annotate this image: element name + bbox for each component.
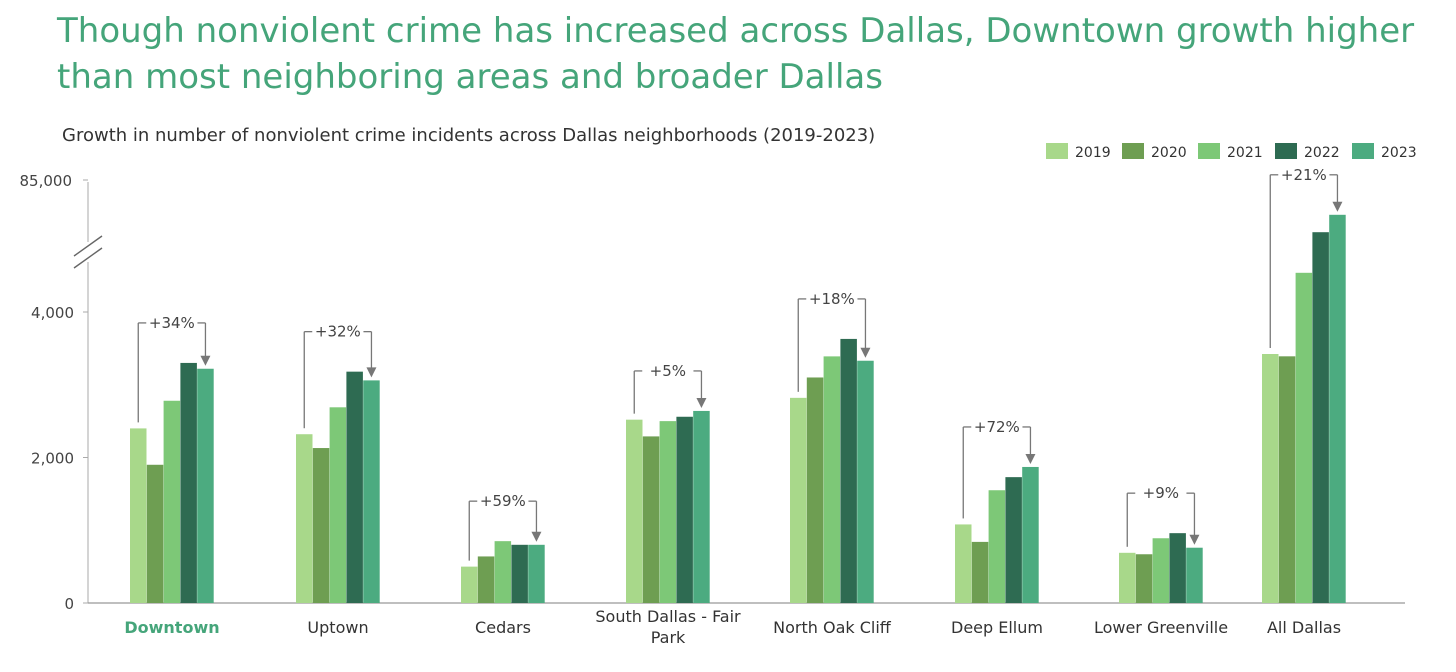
bar-2021 <box>329 407 347 603</box>
legend-swatch <box>1275 143 1297 159</box>
axis-break-mark <box>73 235 103 257</box>
category-label: All Dallas <box>1267 618 1341 637</box>
bar-2023 <box>1329 214 1346 604</box>
bar-2021 <box>659 421 677 603</box>
bar-2023 <box>197 368 214 603</box>
axis-break-mark <box>73 247 103 269</box>
y-tick-label: 0 <box>64 595 74 613</box>
bar-2019 <box>1119 552 1136 603</box>
category-label: Cedars <box>475 618 531 637</box>
growth-arrow-icon <box>366 367 377 378</box>
growth-arrow-icon <box>1189 534 1200 545</box>
bar-2022 <box>1312 232 1329 603</box>
growth-annotations: +34% +32% +59% +5% +18% +72% +9% +21% <box>137 166 1343 561</box>
growth-label: +5% <box>650 362 686 380</box>
bar-2019 <box>296 434 313 603</box>
growth-arrow-icon <box>1332 201 1343 212</box>
bar-2021 <box>1152 538 1170 603</box>
category-labels: Downtown Uptown Cedars South Dallas - Fair P… <box>124 607 1341 647</box>
category-label: North Oak Cliff <box>773 618 892 637</box>
bar-2020 <box>312 448 330 603</box>
bar-2023 <box>528 544 545 603</box>
chart-subtitle: Growth in number of nonviolent crime inc… <box>62 125 876 146</box>
bar-2020 <box>806 377 824 603</box>
bar-2023 <box>857 360 874 603</box>
bar-2019 <box>626 419 643 603</box>
legend-swatch <box>1122 143 1144 159</box>
bar-2022 <box>1169 533 1186 603</box>
bar-2021 <box>988 490 1006 603</box>
bar-2022 <box>511 544 528 603</box>
y-tick-label: 85,000 <box>20 172 73 190</box>
bar-2022 <box>840 338 857 603</box>
chart-bars <box>130 214 1346 604</box>
growth-label: +32% <box>315 323 361 341</box>
growth-label: +72% <box>974 418 1020 436</box>
bar-2020 <box>971 541 989 603</box>
bar-2020 <box>642 436 660 603</box>
bar-2021 <box>494 541 512 603</box>
legend-label: 2020 <box>1151 145 1187 161</box>
growth-arrow-icon <box>531 531 542 542</box>
bar-2022 <box>346 371 363 603</box>
bar-2019 <box>790 397 807 603</box>
bar-2021 <box>823 356 841 603</box>
bar-2020 <box>477 556 495 603</box>
bar-2022 <box>676 416 693 603</box>
bar-2021 <box>1295 272 1313 603</box>
growth-label: +34% <box>149 314 195 332</box>
legend-swatch <box>1352 143 1374 159</box>
legend-swatch <box>1198 143 1220 159</box>
y-tick-label: 4,000 <box>31 304 74 322</box>
category-label: Deep Ellum <box>951 618 1043 637</box>
category-label: South Dallas - Fair Park <box>595 607 741 647</box>
bar-2022 <box>180 362 197 603</box>
bar-2020 <box>1278 356 1296 603</box>
chart-axes: 0 2,000 4,000 85,000 <box>20 172 1405 613</box>
bar-2020 <box>146 464 164 603</box>
legend-label: 2019 <box>1075 145 1111 161</box>
y-tick-label: 2,000 <box>31 450 74 468</box>
bar-2019 <box>461 566 478 603</box>
growth-label: +59% <box>480 492 526 510</box>
bar-2023 <box>1186 547 1203 603</box>
legend-label: 2021 <box>1227 145 1263 161</box>
bar-2023 <box>363 380 380 603</box>
chart-legend: 2019 2020 2021 2022 2023 <box>1046 143 1417 161</box>
growth-arrow-icon <box>1025 453 1036 464</box>
legend-label: 2022 <box>1304 145 1340 161</box>
page-headline: Though nonviolent crime has increased ac… <box>57 11 1415 97</box>
legend-label: 2023 <box>1381 145 1417 161</box>
growth-label: +18% <box>809 290 855 308</box>
bar-2023 <box>1022 466 1039 603</box>
growth-label: +9% <box>1143 484 1179 502</box>
bar-2020 <box>1135 554 1153 603</box>
bar-2019 <box>1262 354 1279 603</box>
growth-arrow-icon <box>200 355 211 366</box>
growth-label: +21% <box>1281 166 1327 184</box>
bar-2021 <box>163 400 181 603</box>
category-label: Downtown <box>124 618 219 637</box>
bar-2022 <box>1005 477 1022 603</box>
category-label: Lower Greenville <box>1094 618 1228 637</box>
bar-2019 <box>955 524 972 603</box>
category-label: Uptown <box>307 618 368 637</box>
bar-2023 <box>693 410 710 603</box>
legend-swatch <box>1046 143 1068 159</box>
growth-arrow-icon <box>860 347 871 358</box>
growth-arrow-icon <box>696 397 707 408</box>
bar-2019 <box>130 428 147 603</box>
